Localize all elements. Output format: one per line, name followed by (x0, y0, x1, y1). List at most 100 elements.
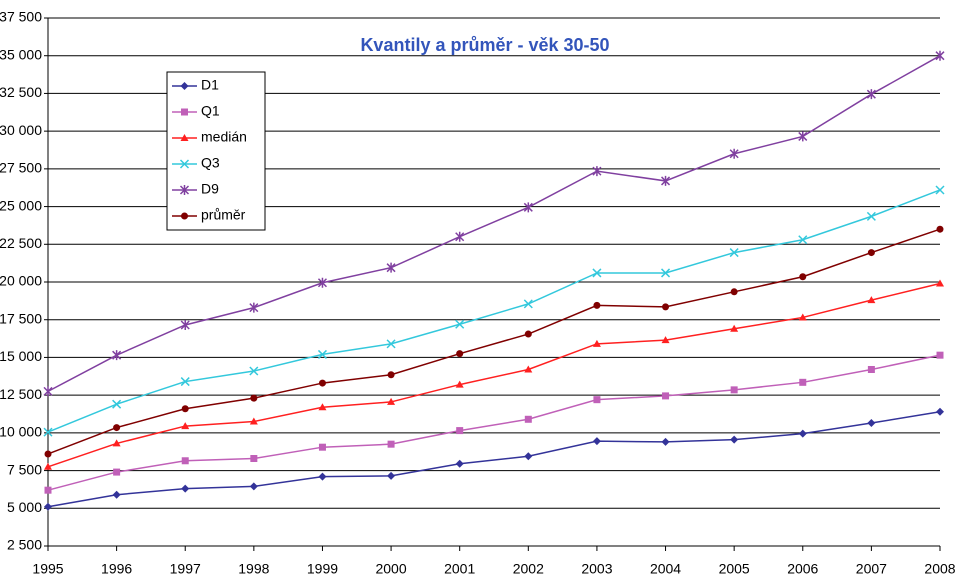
marker (249, 302, 259, 313)
marker (524, 452, 533, 461)
marker (866, 89, 876, 100)
legend-label: průměr (201, 207, 246, 223)
marker (387, 471, 396, 480)
marker (113, 424, 121, 432)
marker (179, 185, 190, 195)
marker (179, 159, 190, 169)
x-tick-label: 2007 (856, 561, 887, 577)
y-tick-label: 12 500 (0, 386, 42, 402)
marker (524, 330, 532, 338)
marker (730, 435, 739, 444)
marker (524, 415, 532, 423)
marker (180, 134, 189, 141)
y-tick-label: 30 000 (0, 122, 42, 138)
marker (456, 350, 464, 358)
marker (936, 225, 944, 233)
marker (112, 490, 121, 499)
marker (866, 211, 876, 221)
y-tick-label: 5 000 (7, 499, 42, 515)
marker (936, 351, 944, 359)
marker (318, 472, 327, 481)
marker (455, 319, 465, 329)
marker (730, 288, 738, 296)
marker (592, 268, 602, 278)
chart-title: Kvantily a průměr - věk 30-50 (360, 35, 609, 55)
legend-label: D9 (201, 181, 219, 197)
legend-label: D1 (201, 77, 219, 93)
marker (799, 273, 807, 281)
marker (524, 365, 533, 373)
y-tick-label: 22 500 (0, 235, 42, 251)
marker (729, 248, 739, 258)
marker (317, 349, 327, 359)
x-tick-label: 1997 (170, 561, 201, 577)
marker (798, 313, 807, 321)
marker (592, 437, 601, 446)
x-tick-label: 2004 (650, 561, 681, 577)
marker (44, 450, 52, 458)
series-line (47, 228, 941, 455)
x-tick-label: 1995 (32, 561, 63, 577)
marker (181, 457, 189, 465)
marker (386, 339, 396, 349)
marker (180, 319, 190, 330)
marker (523, 202, 533, 213)
y-tick-label: 35 000 (0, 46, 42, 62)
legend-label: Q3 (201, 155, 220, 171)
marker (181, 212, 188, 220)
x-tick-label: 1998 (238, 561, 269, 577)
marker (730, 386, 738, 394)
marker (180, 377, 190, 387)
marker (318, 403, 327, 411)
marker (249, 366, 259, 376)
marker (112, 399, 122, 409)
marker (662, 392, 670, 400)
marker (318, 443, 326, 451)
marker (180, 82, 189, 90)
marker (661, 268, 671, 278)
y-tick-label: 32 500 (0, 84, 42, 100)
marker (112, 350, 122, 361)
y-tick-label: 7 500 (7, 461, 42, 477)
marker (250, 394, 258, 402)
marker (661, 175, 671, 186)
marker (729, 148, 739, 159)
marker (798, 235, 808, 245)
x-tick-label: 1999 (307, 561, 338, 577)
marker (593, 301, 601, 309)
marker (44, 486, 52, 494)
marker (112, 439, 121, 447)
marker (181, 422, 190, 430)
series-line (47, 410, 941, 508)
x-tick-label: 2002 (513, 561, 544, 577)
y-tick-label: 17 500 (0, 310, 42, 326)
marker (867, 419, 876, 428)
marker (456, 427, 464, 435)
x-tick-label: 2003 (581, 561, 612, 577)
y-tick-label: 27 500 (0, 160, 42, 176)
marker (523, 299, 533, 309)
series-line (47, 354, 941, 491)
y-tick-label: 15 000 (0, 348, 42, 364)
marker (867, 365, 875, 373)
x-tick-label: 2005 (719, 561, 750, 577)
marker (387, 440, 395, 448)
marker (799, 378, 807, 386)
marker (181, 108, 188, 116)
marker (249, 482, 258, 491)
marker (867, 296, 876, 304)
x-tick-label: 2000 (375, 561, 406, 577)
y-tick-label: 20 000 (0, 273, 42, 289)
x-tick-label: 2008 (924, 561, 955, 577)
marker (867, 249, 875, 257)
x-tick-label: 2006 (787, 561, 818, 577)
marker (181, 484, 190, 493)
marker (798, 131, 808, 142)
marker (317, 277, 327, 288)
marker (936, 279, 944, 287)
marker (936, 407, 944, 416)
x-tick-label: 2001 (444, 561, 475, 577)
legend-label: medián (201, 129, 247, 145)
marker (661, 437, 670, 446)
